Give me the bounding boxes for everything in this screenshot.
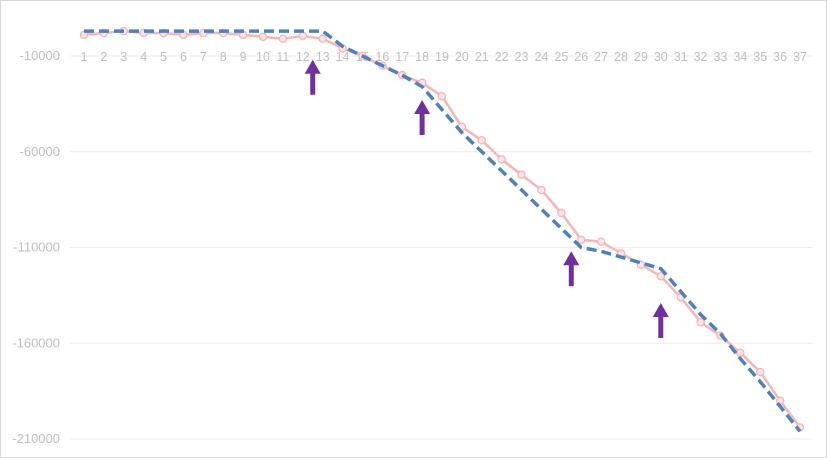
- x-tick-label: 11: [276, 50, 289, 64]
- x-tick-label: 21: [475, 50, 489, 64]
- x-tick-label: 22: [495, 50, 509, 64]
- series-line-1: [83, 29, 802, 429]
- data-point: [755, 367, 765, 377]
- x-tick-label: 36: [773, 50, 787, 64]
- data-point: [437, 91, 447, 101]
- x-tick-label: 23: [515, 50, 529, 64]
- data-point: [576, 235, 586, 245]
- x-tick-label: 27: [594, 50, 608, 64]
- y-tick-label: -210000: [12, 431, 60, 446]
- up-arrow-icon: [652, 302, 669, 338]
- x-tick-label: 7: [200, 50, 207, 64]
- x-tick-label: 9: [240, 50, 247, 64]
- data-point: [596, 237, 606, 247]
- series-lines: [79, 26, 805, 433]
- x-tick-label: 30: [654, 50, 668, 64]
- up-arrow-icon: [304, 59, 321, 95]
- data-point: [318, 34, 327, 44]
- x-tick-label: 17: [395, 50, 409, 64]
- up-arrow-icon: [414, 99, 431, 135]
- data-point: [557, 208, 566, 218]
- data-point: [497, 155, 506, 164]
- data-point: [517, 170, 526, 179]
- x-tick-label: 32: [694, 50, 708, 64]
- data-point: [298, 31, 308, 41]
- y-tick-label: -110000: [13, 240, 60, 255]
- x-tick-label: 29: [634, 50, 648, 64]
- x-tick-label: 13: [316, 50, 330, 64]
- x-tick-label: 19: [435, 50, 449, 64]
- data-point: [696, 317, 705, 327]
- data-point: [258, 32, 268, 42]
- x-tick-label: 2: [100, 50, 107, 64]
- x-tick-label: 34: [733, 50, 747, 64]
- y-tick-label: -10000: [20, 48, 60, 63]
- x-tick-label: 26: [574, 50, 588, 64]
- x-tick-label: 18: [415, 50, 429, 64]
- x-tick-label: 10: [256, 50, 270, 64]
- x-tick-label: 33: [713, 50, 727, 64]
- data-point: [477, 136, 487, 145]
- gridlines: [70, 55, 812, 440]
- data-point: [656, 271, 666, 281]
- data-point: [278, 34, 288, 44]
- x-tick-label: 4: [140, 50, 147, 64]
- y-tick-label: -160000: [12, 335, 60, 350]
- data-point: [537, 185, 546, 195]
- x-tick-label: 14: [336, 50, 350, 64]
- x-tick-label: 8: [220, 50, 227, 64]
- x-tick-label: 28: [614, 50, 628, 64]
- x-tick-label: 25: [554, 50, 568, 64]
- annotation-arrows: [304, 59, 669, 338]
- data-point: [736, 348, 745, 358]
- x-tick-label: 5: [160, 50, 167, 64]
- up-arrow-icon: [563, 251, 580, 287]
- x-tick-label: 31: [674, 50, 688, 64]
- x-tick-label: 35: [753, 50, 767, 64]
- x-tick-label: 12: [296, 50, 310, 64]
- x-tick-label: 3: [120, 50, 127, 64]
- x-tick-label: 20: [455, 50, 469, 64]
- series-line-2: [84, 29, 802, 433]
- x-tick-label: 1: [81, 50, 88, 64]
- x-tick-label: 24: [534, 50, 548, 64]
- x-tick-label: 6: [180, 50, 187, 64]
- y-tick-label: -60000: [20, 144, 60, 159]
- x-axis-tick-labels: 1234567891011121314151617181920212223242…: [81, 50, 807, 64]
- x-tick-label: 16: [375, 50, 389, 64]
- x-tick-label: 37: [793, 50, 807, 64]
- y-axis-tick-labels: -10000 -60000 -110000 -160000 -210000: [12, 48, 60, 446]
